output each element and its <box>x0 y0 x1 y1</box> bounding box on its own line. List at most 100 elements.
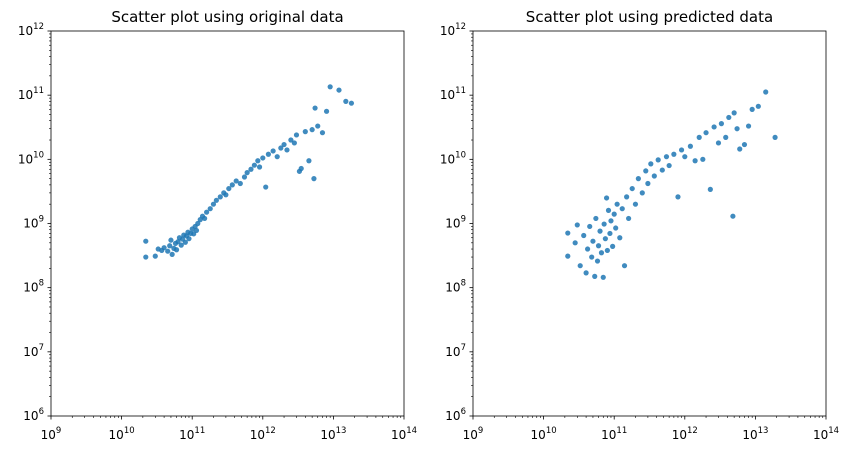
scatter-point <box>241 174 248 180</box>
scatter-point <box>718 121 725 127</box>
scatter-point <box>763 89 769 95</box>
x-tick-label: 1014 <box>813 426 839 442</box>
scatter-point <box>598 250 605 256</box>
x-tick-label: 1010 <box>109 426 135 442</box>
y-tick-label: 109 <box>23 215 44 231</box>
scatter-point <box>711 124 717 130</box>
scatter-point <box>217 194 223 200</box>
scatter-point <box>274 154 280 160</box>
scatter-point <box>265 151 271 157</box>
scatter-point <box>678 147 685 153</box>
right-scatter-panel: Scatter plot using predicted data 109 101… <box>440 8 839 442</box>
x-tick-label: 1013 <box>742 426 768 442</box>
scatter-point <box>651 173 657 179</box>
scatter-point <box>731 110 737 116</box>
scatter-point <box>601 221 607 227</box>
y-tick-label: 107 <box>23 343 44 359</box>
axes-frame <box>472 30 827 417</box>
left-chart-title: Scatter plot using original data <box>111 8 343 26</box>
scatter-point <box>723 134 729 140</box>
x-tick-label: 1011 <box>601 426 627 442</box>
scatter-point <box>574 222 580 228</box>
scatter-point <box>293 132 300 138</box>
scatter-point <box>692 158 698 164</box>
left-scatter-panel: Scatter plot using original data 109 1010… <box>18 8 417 442</box>
y-tick-label: 1012 <box>18 22 44 38</box>
scatter-point <box>703 130 709 136</box>
scatter-point <box>585 246 591 252</box>
scatter-point <box>730 213 736 219</box>
scatter-point <box>707 186 713 192</box>
scatter-point <box>263 184 269 190</box>
y-tick-label: 1010 <box>440 150 466 166</box>
scatter-point <box>619 206 625 212</box>
scatter-point <box>167 243 173 249</box>
scatter-point <box>207 206 213 212</box>
scatter-point <box>629 185 635 192</box>
scatter-point <box>202 215 208 222</box>
x-tick-label: 1013 <box>320 426 346 442</box>
scatter-point <box>281 141 287 148</box>
scatter-point <box>614 201 620 207</box>
scatter-point <box>306 158 312 164</box>
scatter-point <box>298 165 304 172</box>
scatter-point <box>348 100 355 106</box>
scatter-point <box>312 105 318 111</box>
scatter-point <box>178 242 184 248</box>
scatter-point <box>617 235 623 241</box>
scatter-point <box>173 247 180 253</box>
scatter-point <box>168 237 174 243</box>
scatter-point <box>613 225 619 231</box>
scatter-point <box>696 134 702 140</box>
scatter-point <box>302 129 308 135</box>
scatter-point <box>195 220 201 227</box>
scatter-point <box>223 192 229 198</box>
scatter-point <box>288 137 294 143</box>
scatter-point <box>643 168 649 174</box>
x-tick-label: 1012 <box>250 426 276 442</box>
x-tick-label: 1011 <box>179 426 205 442</box>
scatter-point <box>210 201 217 207</box>
scatter-point <box>143 238 149 244</box>
scatter-point <box>648 161 654 167</box>
y-tick-label: 1011 <box>440 86 466 102</box>
scatter-point <box>309 127 315 133</box>
scatter-point <box>610 243 616 249</box>
scatter-point <box>186 236 192 242</box>
scatter-point <box>607 230 613 237</box>
y-tick-label: 106 <box>23 407 44 423</box>
scatter-point <box>260 155 266 161</box>
scatter-point <box>587 223 593 230</box>
scatter-point <box>572 240 578 246</box>
x-tick-label: 1012 <box>672 426 698 442</box>
scatter-point <box>233 178 239 184</box>
scatter-point <box>175 239 181 245</box>
scatter-point <box>595 243 602 249</box>
scatter-point <box>248 166 254 172</box>
scatter-point <box>169 251 175 257</box>
y-tick-label: 108 <box>445 279 466 295</box>
scatter-point <box>715 140 722 146</box>
scatter-point <box>311 176 317 182</box>
scatter-point <box>645 180 651 187</box>
scatter-point <box>284 147 290 153</box>
scatter-point <box>161 245 167 251</box>
scatter-point <box>565 230 571 236</box>
scatter-point <box>621 263 628 269</box>
scatter-point <box>745 123 752 129</box>
scatter-point <box>204 209 210 215</box>
scatter-point <box>737 146 743 152</box>
scatter-point <box>237 180 243 187</box>
y-tick-label: 1010 <box>18 150 44 166</box>
scatter-point <box>583 270 589 276</box>
scatter-point <box>675 194 681 200</box>
scatter-point <box>590 238 596 244</box>
scatter-point <box>593 215 599 222</box>
scatter-point <box>639 190 645 196</box>
scatter-point <box>663 154 670 160</box>
scatter-point <box>659 167 665 173</box>
right-chart-title: Scatter plot using predicted data <box>526 8 773 26</box>
scatter-point <box>666 162 672 169</box>
scatter-point <box>270 148 276 154</box>
